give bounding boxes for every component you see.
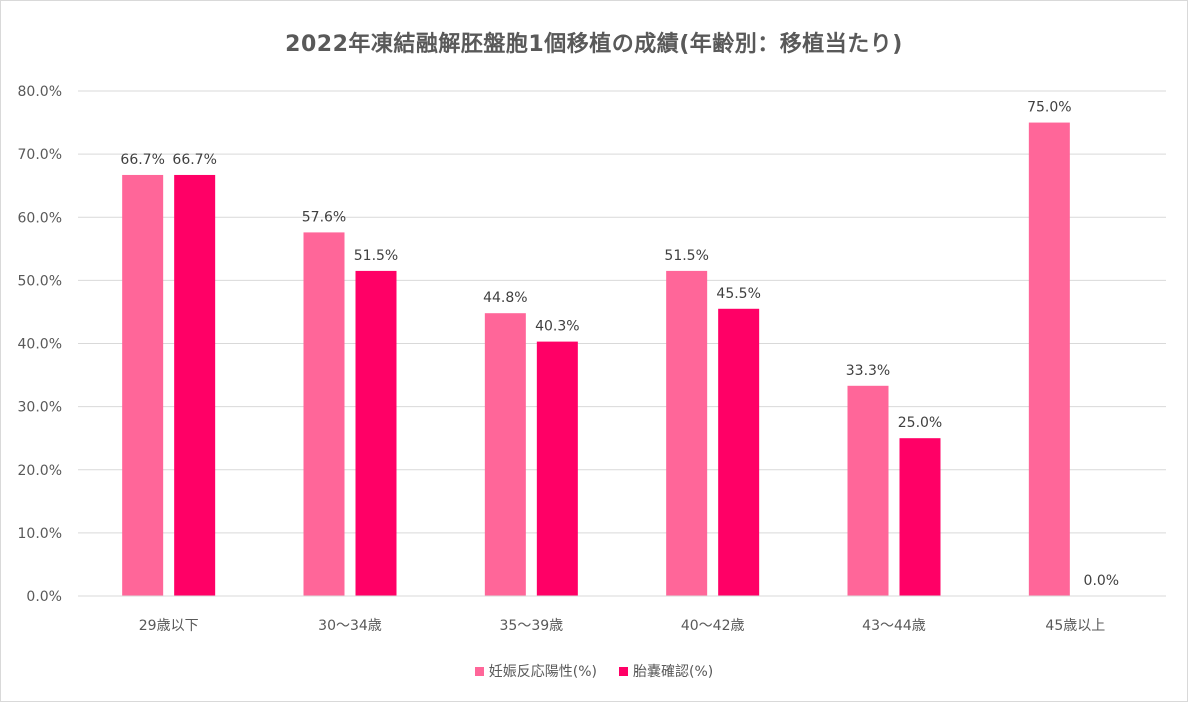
y-tick-label: 80.0% — [18, 84, 62, 100]
legend-label-gestational-sac: 胎嚢確認(%) — [633, 664, 714, 680]
bar — [303, 232, 345, 596]
data-label: 66.7% — [172, 152, 216, 168]
bar — [1028, 122, 1070, 596]
y-tick-label: 70.0% — [18, 147, 62, 163]
bar — [847, 385, 889, 596]
x-tick-label: 29歳以下 — [139, 618, 199, 634]
bar — [484, 313, 526, 596]
x-tick-label: 35～39歳 — [500, 618, 564, 634]
data-label: 75.0% — [1027, 100, 1071, 116]
x-tick-label: 43～44歳 — [862, 618, 926, 634]
legend-item-pregnancy-positive: 妊娠反応陽性(%) — [474, 661, 597, 681]
chart-title: 2022年凍結融解胚盤胞1個移植の成績(年齢別：移植当たり) — [285, 32, 903, 57]
y-tick-label: 40.0% — [18, 337, 62, 353]
y-tick-label: 50.0% — [18, 273, 62, 289]
bar — [536, 341, 578, 596]
y-tick-label: 30.0% — [18, 400, 62, 416]
bar — [355, 270, 397, 596]
legend-item-gestational-sac: 胎嚢確認(%) — [619, 661, 713, 681]
data-label: 0.0% — [1084, 573, 1120, 589]
legend: 妊娠反応陽性(%) 胎嚢確認(%) — [0, 661, 1188, 681]
bar — [666, 270, 708, 596]
y-tick-label: 60.0% — [18, 210, 62, 226]
data-label: 25.0% — [898, 415, 942, 431]
legend-swatch-gestational-sac — [619, 666, 628, 676]
y-tick-label: 10.0% — [18, 526, 62, 542]
legend-swatch-pregnancy-positive — [474, 666, 484, 676]
bar — [174, 174, 216, 597]
y-tick-label: 20.0% — [18, 463, 62, 479]
x-tick-label: 30～34歳 — [318, 618, 382, 634]
data-label: 57.6% — [302, 209, 346, 225]
data-label: 51.5% — [664, 248, 708, 264]
y-tick-label: 0.0% — [26, 589, 62, 605]
data-label: 40.3% — [535, 319, 579, 335]
data-label: 66.7% — [120, 152, 164, 168]
x-tick-label: 40～42歳 — [681, 618, 745, 634]
data-label: 33.3% — [846, 363, 890, 379]
bar — [718, 308, 760, 596]
bar — [122, 174, 164, 597]
data-label: 45.5% — [716, 286, 760, 302]
data-label: 44.8% — [483, 290, 527, 306]
x-tick-label: 45歳以上 — [1045, 618, 1105, 634]
bar — [899, 438, 941, 596]
legend-label-pregnancy-positive: 妊娠反応陽性(%) — [488, 664, 597, 680]
data-label: 51.5% — [354, 248, 398, 264]
